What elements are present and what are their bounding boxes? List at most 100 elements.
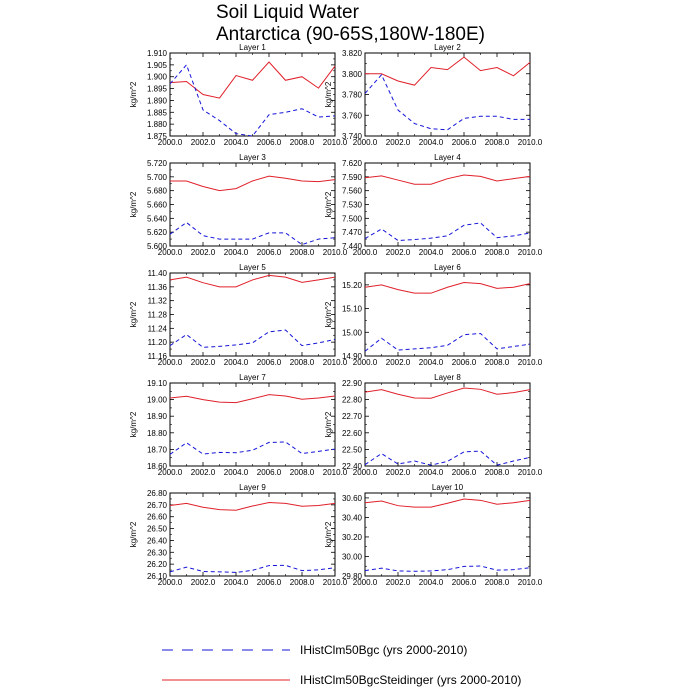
plot-frame (169, 382, 336, 467)
series-line-solid (169, 61, 336, 99)
x-tick-label: 2000.0 (158, 138, 183, 147)
chart-panel-7: Layer 7 18.60 18.70 18.80 18.90 19.00 19.10 200… (129, 373, 348, 477)
panel-title: Layer 8 (434, 373, 461, 382)
series-line-dashed (169, 441, 336, 455)
x-tick-label: 2010.0 (518, 468, 543, 477)
y-axis-label: kg/m^2 (324, 521, 333, 547)
y-tick-label: 26.30 (147, 548, 168, 557)
series-line-solid (170, 175, 336, 192)
y-tick-label: 14.90 (342, 352, 363, 361)
y-tick-label: 19.00 (147, 396, 168, 405)
y-tick-label: 5.640 (147, 214, 168, 223)
y-tick-label: 7.440 (342, 242, 363, 251)
panel-title: Layer 7 (239, 373, 266, 382)
y-tick-label: 11.40 (148, 269, 168, 278)
x-tick-label: 2002.0 (191, 248, 216, 257)
y-tick-label: 3.740 (342, 132, 363, 141)
y-tick-label: 1.910 (147, 49, 168, 58)
x-tick-label: 2010.0 (323, 468, 348, 477)
series-line-solid (169, 394, 336, 404)
legend: IHistClm50Bgc (yrs 2000-2010) IHistClm50… (162, 643, 521, 687)
panel-title: Layer 2 (434, 43, 461, 52)
y-tick-label: 1.905 (147, 61, 168, 70)
x-tick-label: 2008.0 (290, 248, 315, 257)
panel-title: Layer 5 (239, 263, 266, 272)
y-tick-label: 19.10 (147, 379, 168, 388)
y-axis-label: kg/m^2 (129, 301, 138, 327)
legend-label-dashed: IHistClm50Bgc (yrs 2000-2010) (300, 643, 467, 657)
series-line-dashed (169, 63, 336, 137)
y-tick-label: 26.70 (147, 501, 168, 510)
x-tick-label: 2010.0 (518, 578, 543, 587)
series-line-solid (169, 501, 336, 511)
series-line-dashed (169, 564, 336, 573)
x-tick-label: 2010.0 (518, 358, 543, 367)
x-tick-label: 2010.0 (323, 138, 348, 147)
y-tick-label: 22.70 (342, 412, 363, 421)
x-tick-label: 2006.0 (257, 468, 282, 477)
y-tick-label: 5.700 (147, 173, 168, 182)
chart-panel-5: Layer 5 11.16 11.20 11.24 11.28 11.32 11.36 11.… (129, 263, 348, 367)
y-tick-label: 5.720 (147, 159, 168, 168)
x-tick-label: 2008.0 (290, 138, 315, 147)
y-tick-label: 26.10 (147, 572, 168, 581)
figure-title-line2: Antarctica (90-65S,180W-180E) (216, 24, 485, 45)
series-line-solid (169, 274, 336, 288)
series-line-dashed (364, 450, 531, 466)
y-tick-label: 3.780 (342, 91, 363, 100)
x-tick-label: 2000.0 (353, 248, 378, 257)
y-tick-label: 1.880 (147, 120, 168, 129)
y-tick-label: 1.885 (147, 108, 168, 117)
x-tick-label: 2002.0 (386, 578, 411, 587)
y-tick-label: 7.560 (342, 187, 363, 196)
series-line-solid (364, 498, 531, 508)
y-tick-label: 5.600 (147, 242, 168, 251)
x-tick-label: 2006.0 (452, 578, 477, 587)
x-tick-label: 2008.0 (485, 578, 510, 587)
x-tick-label: 2004.0 (419, 468, 444, 477)
figure-title-line1: Soil Liquid Water (216, 2, 360, 23)
y-tick-label: 1.890 (147, 96, 168, 105)
y-axis-label: kg/m^2 (324, 301, 333, 327)
y-tick-label: 26.50 (147, 525, 168, 534)
y-tick-label: 5.620 (147, 228, 168, 237)
plot-frame (364, 382, 531, 467)
y-tick-label: 7.530 (342, 201, 363, 210)
x-tick-label: 2004.0 (224, 248, 249, 257)
panel-title: Layer 3 (239, 153, 266, 162)
plot-frame (169, 272, 336, 357)
x-tick-label: 2008.0 (485, 468, 510, 477)
x-tick-label: 2008.0 (290, 358, 315, 367)
chart-panel-1: Layer 1 1.875 1.880 1.885 1.890 1.895 1.900 1.9… (129, 43, 348, 147)
y-axis-label: kg/m^2 (129, 521, 138, 547)
series-line-dashed (364, 565, 531, 572)
x-tick-label: 2004.0 (224, 358, 249, 367)
y-tick-label: 3.820 (342, 49, 363, 58)
y-tick-label: 11.16 (148, 352, 168, 361)
x-tick-label: 2004.0 (419, 138, 444, 147)
y-tick-label: 22.40 (342, 462, 363, 471)
y-tick-label: 26.20 (147, 560, 168, 569)
y-tick-label: 30.20 (342, 533, 363, 542)
y-axis-label: kg/m^2 (324, 191, 333, 217)
x-tick-label: 2000.0 (158, 248, 183, 257)
x-tick-label: 2000.0 (353, 358, 378, 367)
x-tick-label: 2010.0 (518, 248, 543, 257)
series-line-solid (364, 281, 531, 294)
y-tick-label: 11.28 (148, 311, 168, 320)
x-tick-label: 2002.0 (386, 138, 411, 147)
x-tick-label: 2008.0 (290, 468, 315, 477)
y-tick-label: 30.40 (342, 513, 363, 522)
panel-title: Layer 10 (432, 483, 464, 492)
y-tick-label: 7.500 (342, 214, 363, 223)
y-tick-label: 1.895 (147, 85, 168, 94)
y-tick-label: 30.60 (342, 494, 363, 503)
x-tick-label: 2006.0 (257, 248, 282, 257)
y-tick-label: 11.36 (148, 283, 168, 292)
series-line-dashed (169, 329, 336, 348)
y-tick-label: 26.40 (147, 536, 168, 545)
x-tick-label: 2004.0 (224, 468, 249, 477)
panel-title: Layer 1 (239, 43, 266, 52)
y-tick-label: 22.60 (342, 429, 363, 438)
y-tick-label: 22.80 (342, 396, 363, 405)
